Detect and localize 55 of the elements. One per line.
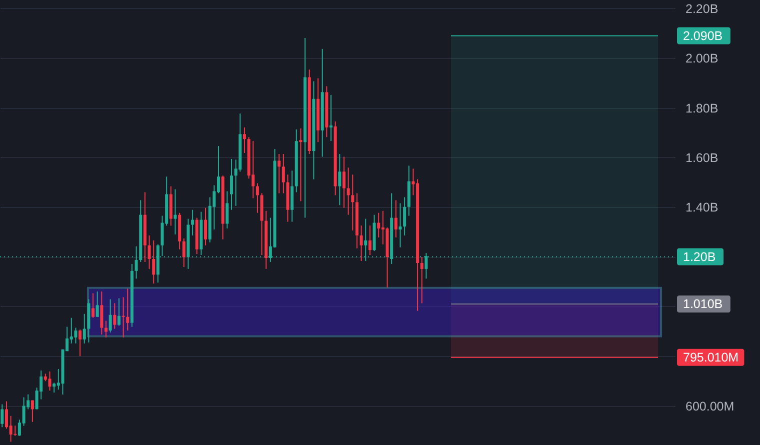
- y-tick-label: 2.20B: [686, 2, 718, 16]
- candlestick: [377, 212, 380, 238]
- candlestick: [74, 327, 78, 344]
- candlestick: [113, 302, 116, 330]
- candlestick: [122, 296, 125, 338]
- candlestick: [134, 246, 138, 280]
- candlestick: [108, 298, 112, 334]
- candlestick: [152, 240, 156, 284]
- candlestick: [346, 167, 350, 216]
- candlestick: [351, 174, 354, 231]
- candlestick: [96, 291, 99, 318]
- y-tick-label: 1.40B: [686, 200, 718, 215]
- candlestick: [256, 182, 259, 214]
- candlestick: [252, 140, 255, 199]
- candlestick: [420, 256, 424, 304]
- candlestick: [92, 292, 95, 318]
- candlestick: [48, 370, 52, 392]
- candlestick: [148, 234, 151, 270]
- candlestick: [278, 153, 281, 194]
- candlestick: [329, 94, 333, 142]
- ref-line-label: 2.090B: [683, 28, 723, 43]
- candlestick: [290, 170, 294, 222]
- candlestick: [100, 291, 104, 335]
- candlestick: [368, 224, 372, 256]
- candlestick: [30, 400, 34, 422]
- y-tick-label: 1.60B: [686, 150, 718, 165]
- candlestick: [394, 200, 398, 238]
- ref-line-label: 1.010B: [683, 296, 723, 311]
- candlestick: [342, 156, 346, 208]
- candlestick: [360, 224, 363, 262]
- candlestick: [282, 153, 285, 194]
- ref-line-label: 795.010M: [683, 350, 739, 364]
- candlestick: [338, 153, 342, 206]
- candlestick: [52, 382, 56, 394]
- candlestick: [82, 313, 86, 344]
- y-tick-label: 600.00M: [686, 399, 734, 414]
- candlestick: [242, 126, 246, 154]
- candlestick: [0, 404, 4, 428]
- candlestick: [117, 298, 121, 326]
- candlestick: [226, 190, 229, 229]
- candlestick: [230, 158, 234, 210]
- candlestick: [182, 238, 186, 268]
- candlestick: [204, 207, 208, 246]
- candlestick: [299, 128, 302, 202]
- candlestick: [191, 209, 194, 236]
- candlestick: [126, 288, 130, 332]
- candlestick: [14, 425, 17, 436]
- candlestick: [78, 329, 82, 357]
- ref-line-label: 1.20B: [683, 250, 716, 264]
- y-tick-label: 2.00B: [686, 52, 718, 66]
- candlestick: [398, 202, 402, 248]
- candlestick: [403, 196, 406, 236]
- y-tick-label: 1.80B: [686, 101, 718, 116]
- candlestick: [174, 188, 177, 235]
- candlestick: [104, 320, 108, 338]
